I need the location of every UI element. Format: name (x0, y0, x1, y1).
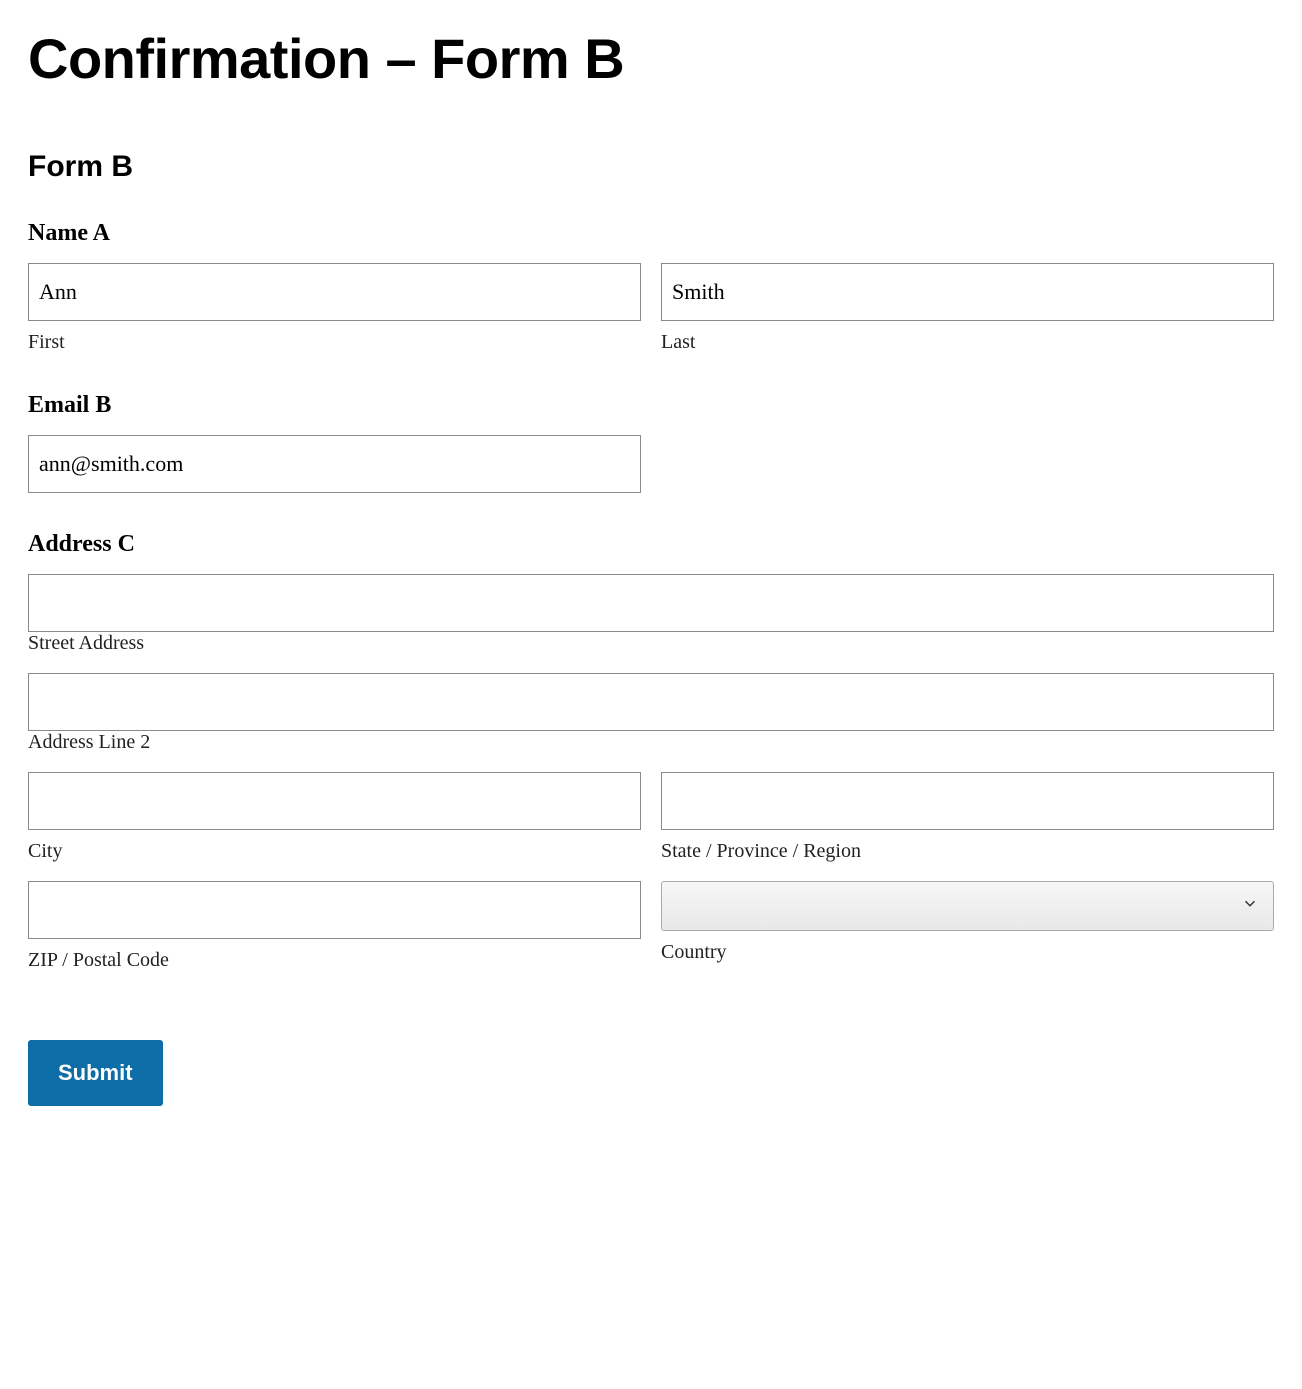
zip-sublabel: ZIP / Postal Code (28, 949, 641, 972)
last-name-input[interactable] (661, 263, 1274, 321)
email-label: Email B (28, 392, 1274, 419)
zip-input[interactable] (28, 881, 641, 939)
name-group: Name A First Last (28, 220, 1274, 354)
chevron-down-icon (1241, 894, 1259, 917)
city-input[interactable] (28, 772, 641, 830)
street-sublabel: Street Address (28, 632, 144, 654)
name-label: Name A (28, 220, 1274, 247)
address-line2-input[interactable] (28, 673, 1274, 731)
page-title: Confirmation – Form B (28, 28, 1274, 90)
address-line2-sublabel: Address Line 2 (28, 731, 150, 753)
last-name-sublabel: Last (661, 331, 1274, 354)
address-label: Address C (28, 531, 1274, 558)
email-input[interactable] (28, 435, 641, 493)
first-name-sublabel: First (28, 331, 641, 354)
city-sublabel: City (28, 840, 641, 863)
first-name-input[interactable] (28, 263, 641, 321)
address-group: Address C Street Address Address Line 2 … (28, 531, 1274, 972)
email-group: Email B (28, 392, 1274, 493)
state-input[interactable] (661, 772, 1274, 830)
street-input[interactable] (28, 574, 1274, 632)
country-sublabel: Country (661, 941, 1274, 964)
submit-button[interactable]: Submit (28, 1040, 163, 1106)
form-title: Form B (28, 150, 1274, 184)
country-select[interactable] (661, 881, 1274, 931)
state-sublabel: State / Province / Region (661, 840, 1274, 863)
